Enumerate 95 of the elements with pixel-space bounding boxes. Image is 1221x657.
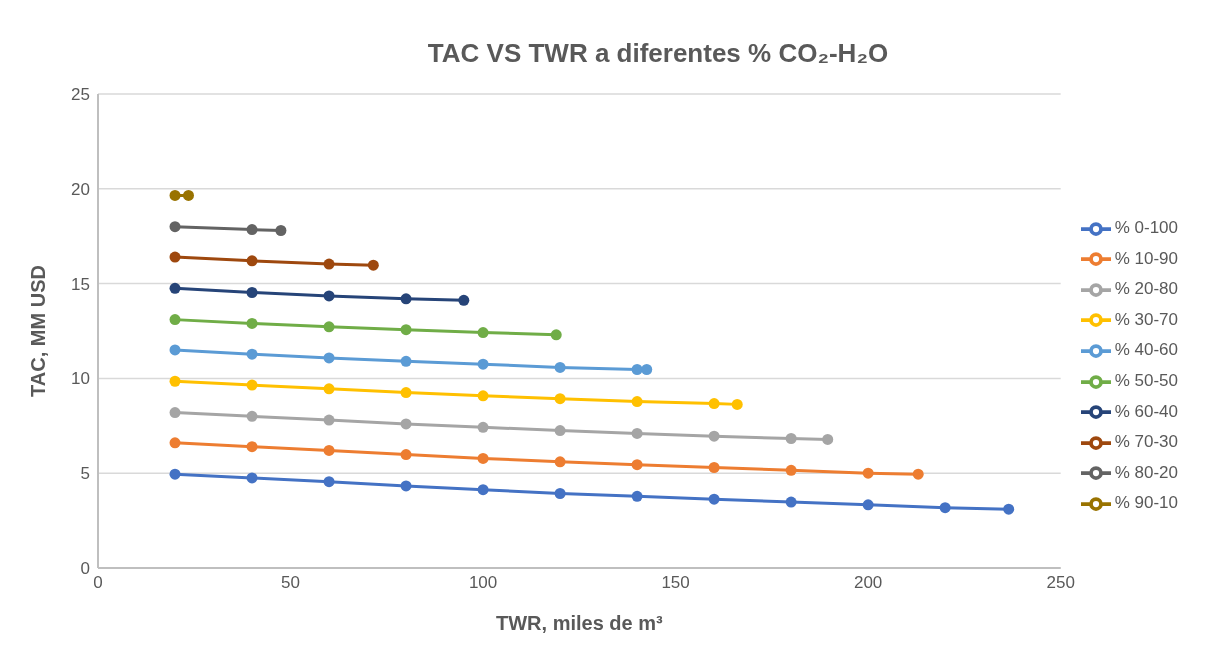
point — [400, 449, 412, 461]
point — [554, 487, 566, 499]
legend-label: % 60-40 — [1114, 401, 1178, 421]
point — [1003, 503, 1015, 515]
point — [477, 484, 489, 496]
point — [631, 459, 643, 471]
point — [550, 329, 562, 341]
point — [785, 496, 797, 508]
point — [400, 324, 412, 336]
point — [169, 468, 181, 480]
point — [400, 387, 412, 399]
point — [708, 430, 720, 442]
point — [554, 425, 566, 437]
point — [323, 476, 335, 488]
point — [169, 344, 181, 356]
point — [554, 456, 566, 468]
point — [169, 375, 181, 387]
legend-label: % 30-70 — [1114, 309, 1178, 329]
legend-label: % 50-50 — [1114, 371, 1178, 390]
point — [822, 433, 834, 445]
y-tick-label: 10 — [71, 369, 90, 389]
point — [400, 355, 412, 367]
point — [400, 418, 412, 430]
legend-label: % 70-30 — [1114, 432, 1178, 452]
point — [323, 352, 335, 364]
point — [862, 499, 874, 511]
point — [323, 321, 335, 333]
point — [554, 361, 566, 373]
point — [785, 464, 797, 476]
point — [182, 189, 194, 201]
legend-label: % 0-100 — [1114, 218, 1178, 238]
point — [631, 363, 643, 375]
point — [731, 398, 743, 410]
point — [477, 421, 489, 433]
point — [246, 317, 258, 329]
point — [862, 467, 874, 479]
point — [169, 189, 181, 201]
y-tick-label: 25 — [71, 85, 90, 105]
x-tick-label: 200 — [853, 573, 883, 593]
point — [323, 414, 335, 426]
point — [458, 294, 470, 306]
point — [400, 293, 412, 305]
point — [554, 393, 566, 405]
point — [631, 396, 643, 408]
point — [631, 490, 643, 502]
legend-label: % 40-60 — [1114, 340, 1178, 360]
point — [785, 433, 797, 444]
x-tick-label: 100 — [468, 573, 498, 593]
point — [323, 290, 335, 302]
chart-title: TAC VS TWR a diferentes % CO₂-H₂O — [426, 38, 890, 69]
x-tick-label: 250 — [1046, 573, 1075, 593]
point — [246, 255, 258, 267]
point — [708, 398, 720, 410]
point — [323, 258, 335, 270]
point — [169, 221, 181, 233]
point — [246, 287, 258, 299]
y-tick-label: 0 — [80, 559, 90, 579]
point — [939, 502, 951, 514]
point — [275, 225, 287, 237]
point — [169, 314, 181, 326]
point — [400, 480, 412, 492]
x-axis-title: TWR, miles de m³ — [495, 612, 664, 634]
x-tick-label: 50 — [281, 573, 300, 593]
x-tick-label: 150 — [661, 573, 690, 593]
point — [246, 348, 258, 360]
y-tick-label: 15 — [71, 274, 90, 294]
point — [708, 462, 720, 474]
point — [246, 379, 258, 391]
point — [477, 390, 489, 402]
x-tick-label: 0 — [93, 573, 103, 593]
legend-label: % 10-90 — [1114, 248, 1178, 268]
point — [323, 444, 335, 456]
y-tick-label: 5 — [80, 464, 90, 484]
point — [477, 452, 489, 464]
point — [708, 493, 720, 505]
point — [169, 437, 181, 449]
point — [246, 224, 258, 236]
point — [477, 327, 489, 339]
point — [246, 441, 258, 453]
legend-label: % 90-10 — [1114, 493, 1178, 513]
legend-label: % 20-80 — [1114, 279, 1178, 299]
point — [323, 383, 335, 395]
point — [641, 363, 653, 375]
y-axis-title: TAC, MM USD — [27, 265, 50, 397]
point — [912, 468, 924, 480]
point — [169, 282, 181, 294]
point — [477, 358, 489, 370]
point — [246, 410, 258, 422]
point — [367, 259, 379, 271]
point — [246, 472, 258, 484]
point — [169, 407, 181, 419]
y-tick-label: 20 — [71, 179, 90, 199]
legend-label: % 80-20 — [1114, 462, 1178, 482]
point — [631, 427, 643, 439]
point — [169, 251, 181, 263]
